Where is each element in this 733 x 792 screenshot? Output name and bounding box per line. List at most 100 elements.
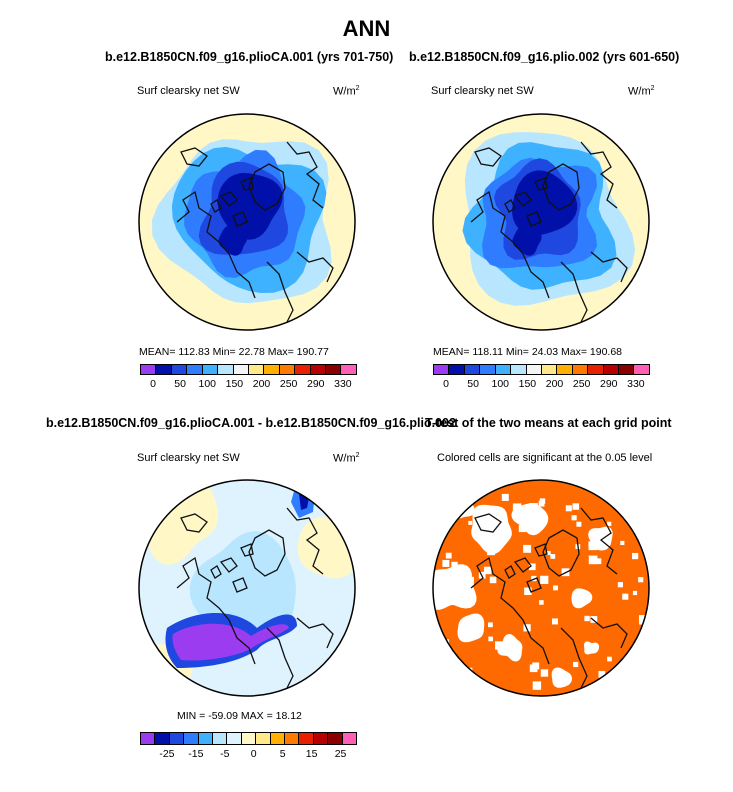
colorbar-tick-label: 100 <box>198 378 217 390</box>
not-significant-cell <box>451 561 458 569</box>
not-significant-cell <box>539 600 544 605</box>
colorbar-swatch <box>341 365 356 374</box>
not-significant-cell <box>451 675 460 685</box>
colorbar-swatch <box>218 365 234 374</box>
not-significant-cell <box>617 582 624 588</box>
colorbar-swatch <box>557 365 573 374</box>
coastline <box>513 191 532 207</box>
panel3-colorbar <box>140 732 357 745</box>
panel4-map <box>432 479 650 697</box>
not-significant-cell <box>571 515 577 521</box>
not-significant-cell <box>540 575 549 584</box>
colorbar-swatch <box>141 733 156 744</box>
coastline <box>180 513 208 533</box>
not-significant-cell <box>607 656 612 662</box>
not-significant-cell <box>551 667 572 688</box>
not-significant-cell <box>501 493 509 501</box>
not-significant-cell <box>457 501 463 507</box>
coastline <box>504 199 516 213</box>
not-significant-cell <box>591 644 598 651</box>
coastline <box>176 556 256 665</box>
colorbar-tick-label: 50 <box>174 378 186 390</box>
not-significant-cell <box>528 563 536 571</box>
not-significant-cell <box>609 487 632 508</box>
panel1-title: b.e12.B1850CN.f09_g16.plioCA.001 (yrs 70… <box>105 50 394 64</box>
not-significant-cell <box>488 622 493 628</box>
not-significant-cell <box>595 558 602 565</box>
colorbar-swatch <box>198 733 214 744</box>
not-significant-cell <box>632 590 638 596</box>
map-boundary <box>432 113 650 331</box>
not-significant-cell <box>622 658 640 678</box>
coastline <box>210 565 222 579</box>
not-significant-cell <box>497 634 523 662</box>
colorbar-swatch <box>141 365 157 374</box>
not-significant-cell <box>584 615 590 622</box>
not-significant-cell <box>598 670 606 678</box>
coastline <box>219 191 238 207</box>
not-significant-cell <box>590 616 598 623</box>
colorbar-swatch <box>171 365 188 374</box>
not-significant-cell <box>546 550 551 556</box>
coastline <box>590 617 628 649</box>
not-significant-cell <box>433 564 477 610</box>
colorbar-swatch <box>270 733 286 744</box>
coastline <box>560 627 588 689</box>
colorbar-swatch <box>279 365 296 374</box>
not-significant-cell <box>573 661 579 668</box>
colorbar-swatch <box>326 365 342 374</box>
coastline <box>266 627 294 689</box>
colorbar-swatch <box>295 365 311 374</box>
panel3-map <box>138 479 356 697</box>
colorbar-swatch <box>156 365 172 374</box>
panel1-map <box>138 113 356 331</box>
panel1-stats: MEAN= 112.83 Min= 22.78 Max= 190.77 <box>139 346 329 358</box>
not-significant-cell <box>638 615 648 624</box>
colorbar-swatch <box>227 733 242 744</box>
sw-band-25 <box>217 172 283 240</box>
colorbar-tick-label: 150 <box>518 378 537 390</box>
panel4-title: T-test of the two means at each grid poi… <box>425 416 672 430</box>
colorbar-tick-label: 330 <box>334 378 352 390</box>
not-significant-cell <box>531 575 537 582</box>
panel2-title: b.e12.B1850CN.f09_g16.plio.002 (yrs 601-… <box>409 50 680 64</box>
not-significant-cell <box>462 583 469 590</box>
not-significant-cell <box>445 552 452 559</box>
not-significant-cell <box>588 541 598 551</box>
not-significant-cell <box>468 520 473 525</box>
colorbar-tick-label: 290 <box>307 378 325 390</box>
coastline <box>470 190 550 299</box>
coastline <box>210 199 222 213</box>
not-significant-cell <box>471 629 480 637</box>
colorbar-tick-label: -15 <box>188 748 204 760</box>
not-significant-cell <box>634 673 643 682</box>
colorbar-swatch <box>588 365 604 374</box>
coastline <box>534 543 548 557</box>
colorbar-tick-label: 150 <box>225 378 244 390</box>
colorbar-tick-label: 0 <box>443 378 449 390</box>
coastline <box>580 141 618 209</box>
coastline <box>513 557 532 573</box>
colorbar-swatch <box>526 365 542 374</box>
panel3-field-label: Surf clearsky net SW <box>137 452 240 464</box>
not-significant-cell <box>487 547 496 556</box>
colorbar-tick-label: 100 <box>491 378 510 390</box>
not-significant-cell <box>588 555 598 565</box>
panel1-field-label: Surf clearsky net SW <box>137 85 240 97</box>
not-significant-cell <box>465 576 474 586</box>
coastline <box>219 557 238 573</box>
panel2-map <box>432 113 650 331</box>
colorbar-swatch <box>310 365 327 374</box>
panel1-colorbar <box>140 364 357 375</box>
colorbar-swatch <box>511 365 527 374</box>
not-significant-cell <box>489 576 497 584</box>
not-significant-cell <box>538 500 545 507</box>
not-significant-cell <box>638 577 644 583</box>
not-significant-cell <box>620 540 625 546</box>
colorbar-tick-label: -5 <box>220 748 230 760</box>
not-significant-cell <box>488 636 493 642</box>
colorbar-swatch <box>434 365 450 374</box>
not-significant-cell <box>607 521 612 526</box>
colorbar-swatch <box>342 733 357 744</box>
not-significant-cell <box>532 681 542 690</box>
